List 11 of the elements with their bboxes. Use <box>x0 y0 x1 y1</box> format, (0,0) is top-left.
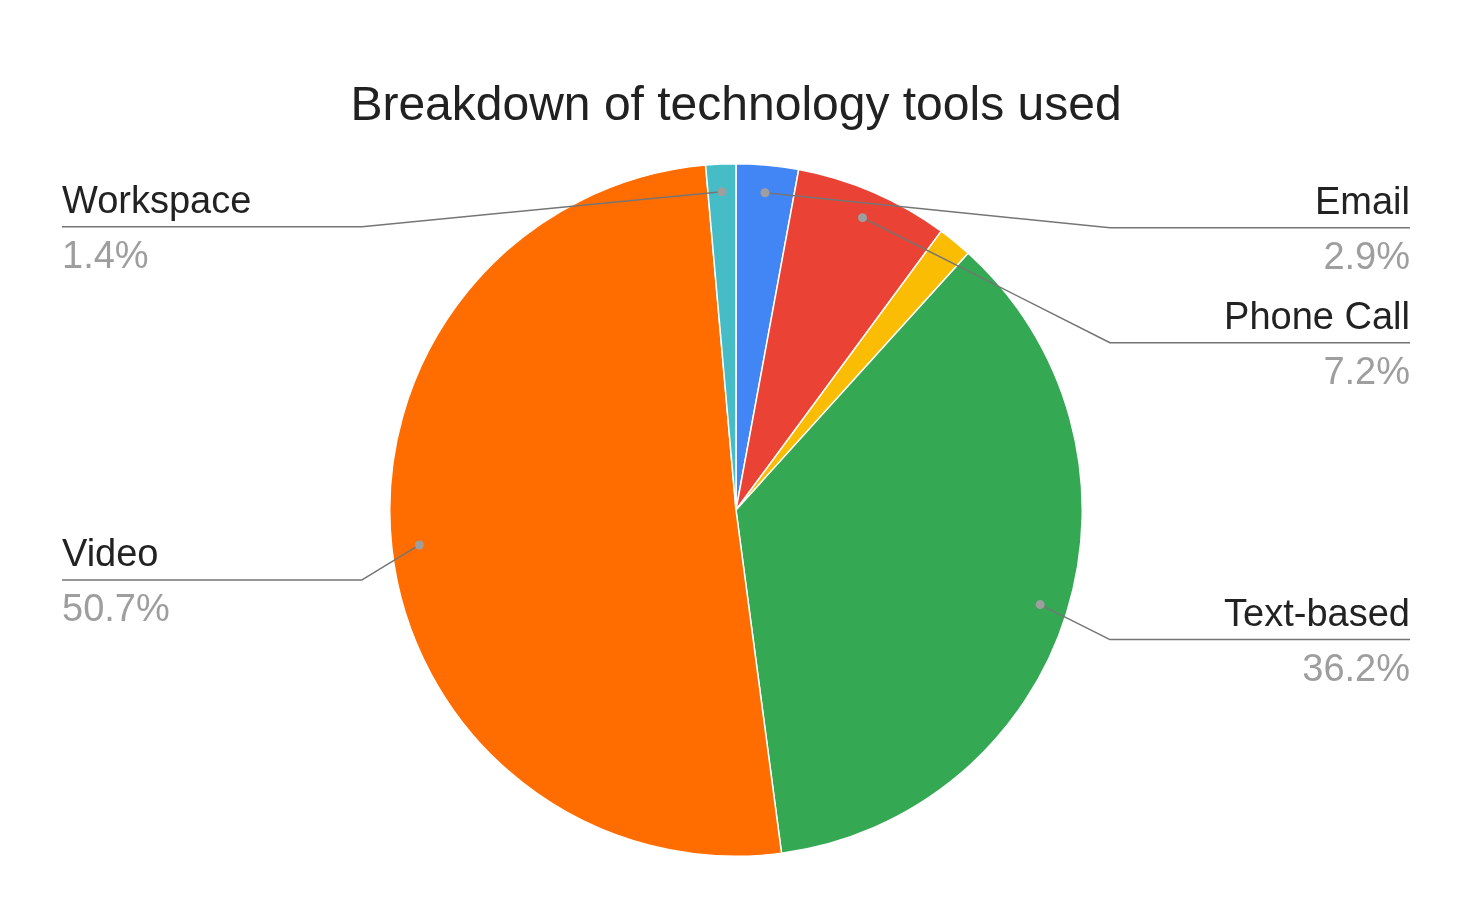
slice-label: Workspace <box>62 178 252 221</box>
data-label: 50.7% <box>62 587 170 630</box>
slice-label: Video <box>62 531 159 574</box>
data-label: 36.2% <box>1302 647 1410 690</box>
slice-label: Text-based <box>1224 591 1410 634</box>
data-label: 1.4% <box>62 234 149 277</box>
slice-label: Phone Call <box>1224 294 1410 337</box>
data-label: 2.9% <box>1323 235 1410 278</box>
slice-label: Email <box>1314 179 1410 222</box>
chart-title: Breakdown of technology tools used <box>350 77 1122 130</box>
data-label: 7.2% <box>1323 350 1410 393</box>
